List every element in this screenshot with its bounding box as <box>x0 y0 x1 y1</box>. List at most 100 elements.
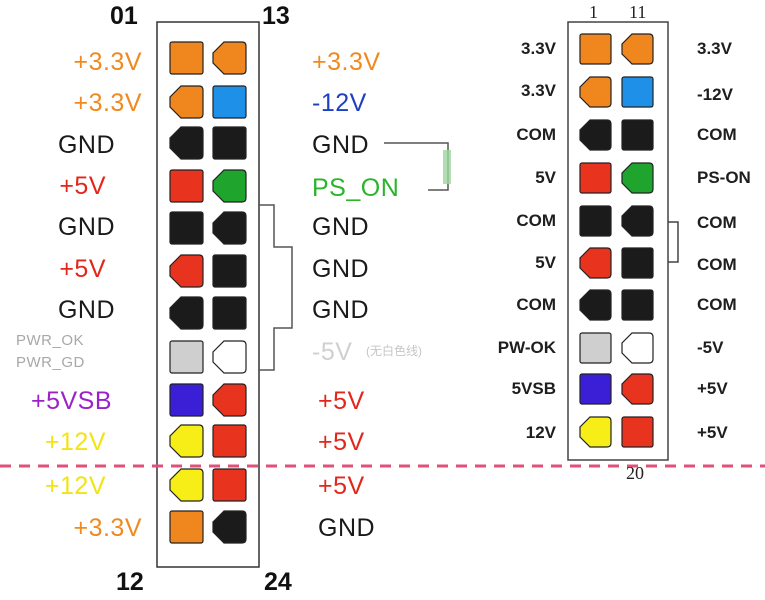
left-pin-label-7: GND <box>57 296 115 324</box>
left-pin-label-8-alt: PWR_GD <box>16 354 85 371</box>
left-pin-label-1: +3.3V <box>73 48 142 76</box>
pin-20-right-18 <box>621 332 654 364</box>
pin-20-right-11 <box>621 33 654 65</box>
pin-20-right-17 <box>621 289 654 321</box>
r20-left-label-7: COM <box>516 295 556 314</box>
pin-24-left-5 <box>169 211 204 245</box>
r20-left-label-9: 5VSB <box>511 379 556 398</box>
pin-number-11: 11 <box>629 2 647 22</box>
r20-left-label-5: COM <box>516 211 556 230</box>
right-pin-label-13: +3.3V <box>312 48 381 76</box>
left-pin-label-5: GND <box>57 213 115 241</box>
pin-20-right-14 <box>621 162 654 194</box>
pin-24-right-15 <box>212 126 247 160</box>
pin-20-left-6 <box>579 247 612 279</box>
pin-24-right-21 <box>212 383 247 417</box>
pin-24-right-13 <box>212 41 247 75</box>
pin-number-20: 20 <box>626 463 644 483</box>
r20-right-label-19: +5V <box>697 379 728 398</box>
r20-right-label-18: -5V <box>697 338 724 357</box>
pin-20-right-12 <box>621 76 654 108</box>
r20-right-label-17: COM <box>697 295 737 314</box>
right-pin-label-23: +5V <box>318 472 365 500</box>
right-pin-label-24: GND <box>318 514 376 542</box>
right-pin-label-16: PS_ON <box>312 174 400 202</box>
connector-24pin-latch <box>259 204 293 371</box>
r20-left-label-3: COM <box>516 125 556 144</box>
pin-24-right-14 <box>212 85 247 119</box>
r20-right-label-14: PS-ON <box>697 168 751 187</box>
pin-24-right-20 <box>212 340 247 374</box>
pin-24-right-18 <box>212 254 247 288</box>
right-pin-label-19: GND <box>312 296 370 324</box>
right-pin-label-18: GND <box>312 255 370 283</box>
pin-24-right-23 <box>212 468 247 502</box>
pin-20-left-1 <box>579 33 612 65</box>
right-pin-label-17: GND <box>312 213 370 241</box>
pin-24-left-9 <box>169 383 204 417</box>
pin-24-right-24 <box>212 510 247 544</box>
pin-20-left-5 <box>579 205 612 237</box>
pin-20-left-7 <box>579 289 612 321</box>
r20-right-label-16: COM <box>697 255 737 274</box>
pin-20-left-10 <box>579 416 612 448</box>
left-pin-label-4: +5V <box>59 172 106 200</box>
pin-number-1: 1 <box>589 2 598 22</box>
right-pin-label-22: +5V <box>318 428 365 456</box>
pin-24-left-7 <box>169 296 204 330</box>
minus5v-note: (无白色线) <box>366 344 422 358</box>
pin-20-right-20 <box>621 416 654 448</box>
r20-left-label-4: 5V <box>535 168 556 187</box>
pin-20-left-8 <box>579 332 612 364</box>
pin-24-right-22 <box>212 424 247 458</box>
left-pin-label-3: GND <box>57 131 115 159</box>
pin-number-24: 24 <box>264 568 292 596</box>
pin-24-left-6 <box>169 254 204 288</box>
r20-right-label-20: +5V <box>697 423 728 442</box>
right-pin-label-14: -12V <box>312 89 367 117</box>
r20-right-label-15: COM <box>697 213 737 232</box>
r20-left-label-2: 3.3V <box>521 81 556 100</box>
pin-20-right-15 <box>621 205 654 237</box>
r20-left-label-6: 5V <box>535 253 556 272</box>
pin-20-right-16 <box>621 247 654 279</box>
pin-20-right-19 <box>621 373 654 405</box>
pin-24-left-2 <box>169 85 204 119</box>
right-pin-label-21: +5V <box>318 387 365 415</box>
r20-left-label-10: 12V <box>525 423 556 442</box>
pin-20-left-2 <box>579 76 612 108</box>
pin-24-left-3 <box>169 126 204 160</box>
left-pin-label-6: +5V <box>59 255 106 283</box>
pin-24-right-19 <box>212 296 247 330</box>
pin-24-left-1 <box>169 41 204 75</box>
right-pin-label-20: -5V <box>312 338 353 366</box>
pin-24-left-12 <box>169 510 204 544</box>
right-pin-label-15: GND <box>312 131 370 159</box>
left-pin-label-10: +12V <box>44 428 106 456</box>
pin-20-left-4 <box>579 162 612 194</box>
pin-number-13: 13 <box>262 2 290 30</box>
pin-24-left-4 <box>169 169 204 203</box>
left-pin-label-12: +3.3V <box>73 514 142 542</box>
left-pin-label-9: +5VSB <box>30 387 112 415</box>
left-pin-label-2: +3.3V <box>73 89 142 117</box>
pin-24-left-8 <box>169 340 204 374</box>
pin-number-12: 12 <box>116 568 144 596</box>
pin-20-left-9 <box>579 373 612 405</box>
r20-right-label-12: -12V <box>697 85 733 104</box>
left-pin-label-11: +12V <box>44 472 106 500</box>
ps-on-jumper-mark <box>443 150 451 184</box>
r20-left-label-8: PW-OK <box>497 338 556 357</box>
pin-20-right-13 <box>621 119 654 151</box>
r20-right-label-13: COM <box>697 125 737 144</box>
r20-left-label-1: 3.3V <box>521 39 556 58</box>
pin-20-left-3 <box>579 119 612 151</box>
pin-24-left-11 <box>169 468 204 502</box>
left-pin-label-8: PWR_OK <box>16 332 85 349</box>
connector-20pin-latch <box>668 221 679 263</box>
pin-24-right-17 <box>212 211 247 245</box>
r20-right-label-11: 3.3V <box>697 39 732 58</box>
pin-24-left-10 <box>169 424 204 458</box>
pin-24-right-16 <box>212 169 247 203</box>
